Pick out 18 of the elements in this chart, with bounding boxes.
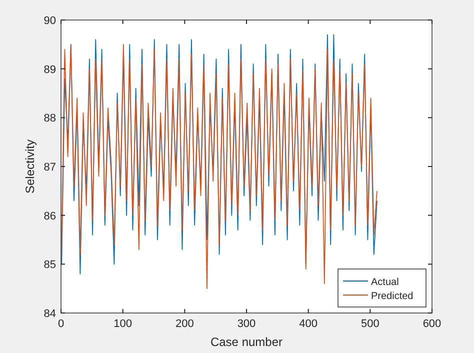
x-tick-label: 300 [237,318,256,330]
y-tick-label: 85 [44,259,56,272]
y-tick-label: 89 [44,64,56,76]
legend-label: Actual [371,277,399,288]
x-tick-label: 600 [422,318,442,330]
x-tick-label: 200 [175,318,194,330]
y-tick-label: 86 [44,210,56,222]
y-axis-title: Selectivity [23,139,37,194]
x-tick-label: 0 [58,318,64,330]
legend-label: Predicted [371,291,414,302]
y-tick-label: 84 [44,308,56,320]
y-tick-label: 87 [44,162,56,174]
x-tick-label: 500 [360,318,380,330]
x-tick-label: 400 [299,318,318,330]
y-tick-label: 90 [44,15,56,27]
x-tick-label: 100 [114,318,132,330]
x-axis-title: Case number [210,335,283,349]
y-tick-label: 88 [44,112,56,125]
